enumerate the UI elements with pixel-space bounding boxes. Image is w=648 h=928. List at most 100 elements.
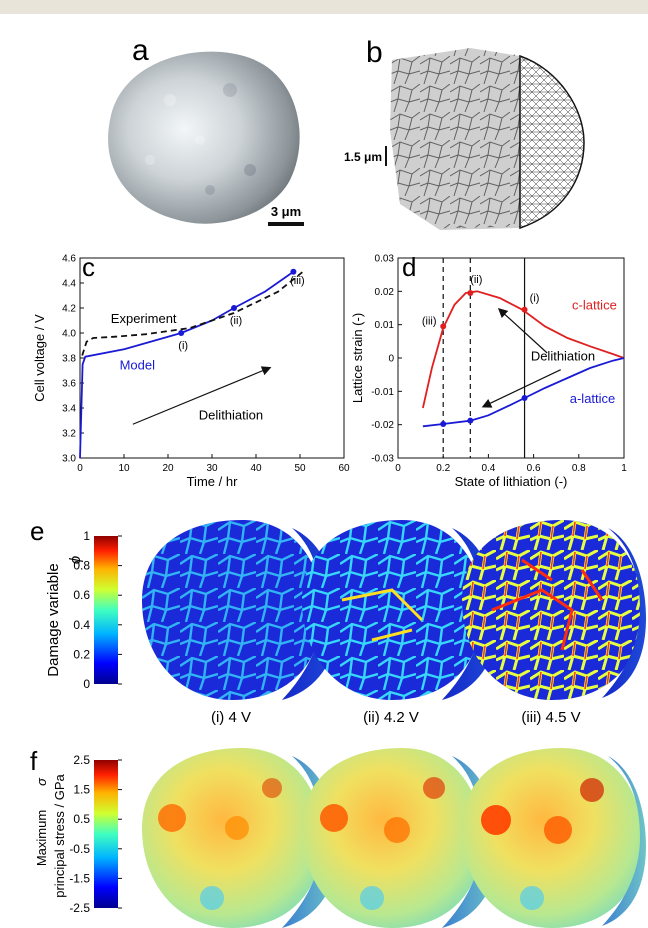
cb-tick-label-4: 0.2 — [73, 647, 90, 661]
x-tick-label-0: 0 — [395, 463, 401, 474]
model-label: Model — [120, 357, 156, 372]
stress-colorbar — [94, 760, 118, 908]
panel-f: f 2.5 1.5 0.5 -0.5 -1.5 -2.5 Maximum σ princi… — [30, 746, 646, 928]
panel-a: a 3 μm — [108, 34, 304, 226]
marker-0 — [178, 330, 185, 336]
damage-colorbar-symbol: ϕ — [67, 556, 84, 564]
panel-label-e: e — [30, 516, 44, 546]
marker-2 — [521, 306, 528, 313]
c-lattice-label: c-lattice — [572, 298, 617, 313]
x-tick-label-1: 0.2 — [436, 463, 450, 474]
caption-state-2: (ii) 4.2 V — [363, 709, 419, 726]
panel-label-a: a — [132, 34, 149, 67]
a-lattice-marker-0 — [440, 421, 447, 427]
y-tick-label-2: -0.01 — [371, 387, 394, 398]
a-lattice-label: a-lattice — [570, 391, 616, 406]
marker-label-0: (iii) — [422, 315, 437, 327]
mesh-wireframe — [520, 56, 584, 228]
x-tick-label-4: 40 — [250, 463, 262, 474]
delithiation-label-d: Delithiation — [531, 349, 595, 364]
stress-colorbar-title-1: Maximum — [34, 810, 49, 866]
x-tick-label-0: 0 — [77, 463, 83, 474]
scale-bar-a-label: 3 μm — [271, 204, 301, 219]
cb-tick-label-5: 0 — [83, 677, 90, 691]
y-tick-label-0: -0.03 — [371, 454, 394, 465]
damage-map-3 — [462, 520, 646, 700]
x-tick-label-3: 0.6 — [527, 463, 541, 474]
a-lattice-marker-1 — [467, 417, 474, 424]
cb-tick-label-3: 0.4 — [73, 618, 90, 632]
delithiation-arrow-c — [132, 366, 272, 425]
series-experiment — [81, 269, 305, 356]
panel-label-d: d — [402, 252, 416, 282]
y-tick-label-3: 3.6 — [62, 379, 76, 390]
cb-tick-label-1: 1.5 — [73, 783, 90, 797]
y-axis-label: Lattice strain (-) — [350, 313, 365, 403]
damage-colorbar-title: Damage variable — [45, 563, 62, 676]
x-tick-label-5: 50 — [294, 463, 306, 474]
cb-tick-label-2: 0.6 — [73, 588, 90, 602]
panel-label-c: c — [82, 252, 95, 282]
cb-tick-label-0: 2.5 — [73, 753, 90, 767]
stress-map-3 — [462, 748, 646, 928]
chart-c: c 0 10 20 30 40 50 60 3.0 3.2 3.4 3.6 3.8 4.0 4.2 4.4 4… — [32, 252, 350, 489]
x-tick-label-5: 1 — [621, 463, 627, 474]
particle-image — [108, 51, 300, 224]
delithiation-arrow-up — [497, 308, 548, 354]
cb-tick-label-1: 0.8 — [73, 559, 90, 573]
caption-state-3: (iii) 4.5 V — [521, 709, 580, 726]
y-tick-label-7: 4.4 — [62, 279, 76, 290]
top-band — [0, 0, 648, 14]
damage-colorbar — [94, 536, 118, 684]
x-tick-label-6: 60 — [338, 463, 350, 474]
experiment-label: Experiment — [111, 311, 177, 326]
x-tick-label-4: 0.8 — [572, 463, 586, 474]
series-model — [79, 270, 294, 459]
y-tick-label-5: 0.02 — [375, 287, 395, 298]
marker-label-2: (iii) — [290, 275, 305, 287]
particle-texture — [145, 83, 256, 195]
y-tick-label-4: 3.8 — [62, 354, 76, 365]
x-axis-label: State of lithiation (-) — [455, 474, 568, 489]
x-axis-label: Time / hr — [187, 474, 238, 489]
y-tick-label-6: 4.2 — [62, 304, 76, 315]
y-tick-label-1: -0.02 — [371, 420, 394, 431]
x-tick-label-2: 0.4 — [481, 463, 495, 474]
y-tick-label-2: 3.4 — [62, 404, 76, 415]
x-tick-label-1: 10 — [118, 463, 130, 474]
panel-b: b 1.5 μm — [344, 36, 585, 232]
cb-tick-label-3: -0.5 — [69, 842, 90, 856]
marker-label-2: (i) — [530, 293, 540, 305]
stress-colorbar-ticks: 2.5 1.5 0.5 -0.5 -1.5 -2.5 — [69, 753, 122, 915]
marker-1 — [467, 290, 474, 296]
chart-d: d 0 0.2 0.4 0.6 0.8 1 -0.03 -0.02 -0.01 0 0.01 0.02… — [350, 252, 627, 489]
marker-0 — [440, 323, 447, 330]
a-lattice-marker-2 — [521, 395, 528, 401]
y-tick-label-3: 0 — [388, 354, 394, 365]
scale-bar-a — [268, 222, 304, 226]
marker-2 — [290, 268, 297, 275]
marker-label-0: (i) — [178, 340, 188, 352]
delithiation-arrow-down — [481, 369, 561, 408]
cb-tick-label-4: -1.5 — [69, 871, 90, 885]
marker-1 — [231, 305, 237, 311]
y-tick-label-0: 3.0 — [62, 454, 76, 465]
damage-colorbar-ticks: 1 0.8 0.6 0.4 0.2 0 — [73, 529, 122, 691]
y-axis-label: Cell voltage / V — [32, 314, 47, 402]
panel-e: e 1 0.8 0.6 0.4 0.2 0 Damage variable ϕ (i) 4… — [30, 516, 646, 726]
y-tick-label-6: 0.03 — [375, 254, 395, 265]
delithiation-label-c: Delithiation — [199, 407, 263, 422]
stress-colorbar-title-2: principal stress / GPa — [52, 773, 67, 897]
marker-label-1: (ii) — [230, 315, 242, 327]
x-tick-label-2: 20 — [162, 463, 174, 474]
panel-label-f: f — [30, 746, 38, 776]
y-tick-label-4: 0.01 — [375, 320, 395, 331]
panel-label-b: b — [366, 36, 383, 69]
cb-tick-label-5: -2.5 — [69, 901, 90, 915]
stress-colorbar-symbol: σ — [34, 777, 49, 786]
y-tick-label-8: 4.6 — [62, 254, 76, 265]
y-tick-label-5: 4.0 — [62, 329, 76, 340]
y-tick-label-1: 3.2 — [62, 429, 76, 440]
scale-bar-b-label: 1.5 μm — [344, 150, 382, 164]
